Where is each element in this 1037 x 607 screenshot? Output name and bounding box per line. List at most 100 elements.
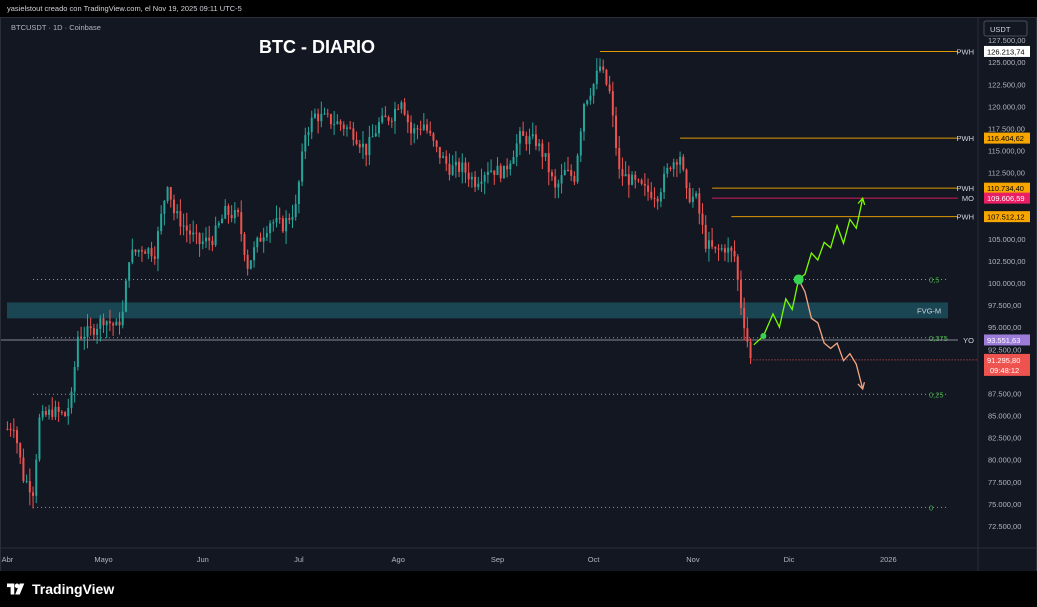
candle-body [394,108,396,122]
price-tick-label: 97.500,00 [988,301,1021,310]
candle-body [67,407,70,417]
candle-body [576,155,579,182]
candle-body [35,459,38,496]
candle-body [60,411,63,413]
candle-body [486,171,489,175]
tradingview-logo-icon [7,583,25,595]
candle-body [102,318,105,326]
candle-body [92,328,95,335]
current-price-label: 91.295,80 [987,356,1020,365]
level-price-tag [984,334,1030,346]
candle-layer [6,58,752,509]
candle-body [467,172,470,180]
candle-body [16,430,19,444]
candle-body [41,411,44,418]
candle-body [733,250,736,257]
currency-selector[interactable] [983,20,1028,37]
candle-body [371,136,374,138]
candle-body [656,198,659,202]
candle-body [195,232,198,234]
currency-label[interactable]: USDT [990,25,1011,34]
level-price-label: 93.551,63 [987,336,1020,345]
candle-body [160,213,163,232]
level-name: PWH [957,184,975,193]
candle-body [278,218,281,220]
price-tick-label: 127.500,00 [988,36,1026,45]
candle-body [224,206,227,219]
candle-body [281,218,284,232]
candle-body [413,128,416,134]
candle-body [182,225,185,227]
level-price-label: 116.404,62 [987,134,1024,143]
candle-body [410,122,413,134]
candle-body [547,153,550,173]
candle-body [483,174,486,182]
candle-body [198,233,201,245]
candle-body [124,280,127,312]
price-tick-label: 85.000,00 [988,412,1021,421]
candle-body [653,198,656,200]
candle-body [345,127,348,129]
candle-body [454,161,457,166]
candle-body [57,406,60,412]
byline: yasielstout creado con TradingView.com, … [7,4,242,13]
candle-body [48,409,51,415]
candle-body [522,131,525,136]
level-price-label: 110.734,40 [987,184,1024,193]
candle-body [150,248,153,257]
candle-body [544,153,547,157]
candle-body [297,181,300,204]
time-tick-label: 2026 [880,555,897,564]
candle-body [435,140,438,147]
candle-body [698,193,701,214]
candle-body [163,201,166,214]
candle-body [291,217,294,220]
projection-bearish-path-arrowhead [857,382,866,391]
level-price-label: 107.512,12 [987,213,1025,222]
candle-body [230,214,233,219]
price-tick-label: 122.500,00 [988,80,1026,89]
candle-body [400,102,403,110]
candle-body [221,218,224,224]
candle-body [317,113,320,122]
price-axis-bg [978,18,1036,571]
candle-body [54,406,57,417]
price-tick-label: 72.500,00 [988,522,1021,531]
fib-level-label: 0 [929,503,933,512]
candle-body [172,199,175,214]
candle-body [166,187,169,202]
candle-body [723,248,726,253]
candle-body [550,172,553,177]
candle-body [83,336,86,339]
candle-body [99,318,102,329]
candle-body [637,179,640,181]
candle-body [19,443,22,458]
level-name: PWH [957,47,975,56]
candle-body [262,237,265,242]
candle-body [323,113,326,115]
candle-body [422,124,425,130]
tradingview-logo[interactable]: TradingView [7,577,114,601]
candle-body [64,412,67,417]
chart-frame[interactable]: FVG-M 0,5 0,375 0,25 0 PWH PWH PWH MO PWH YO 72.5… [0,17,1037,572]
price-tick-label: 112.500,00 [988,169,1025,178]
candle-body [307,132,310,136]
candle-body [208,237,211,241]
candle-body [288,218,291,220]
candle-body [663,173,666,193]
level-price-tag [984,211,1030,223]
candle-body [137,250,140,253]
candle-body [253,247,256,261]
candle-body [153,256,156,259]
candle-body [326,113,329,115]
candle-body [627,174,630,185]
candle-body [640,180,643,184]
candle-body [269,223,272,234]
candle-body [112,323,115,326]
price-tick-label: 120.000,00 [988,102,1026,111]
level-price-tag [984,132,1030,144]
candle-body [342,124,345,129]
candle-body [506,165,509,170]
candle-body [595,70,598,85]
